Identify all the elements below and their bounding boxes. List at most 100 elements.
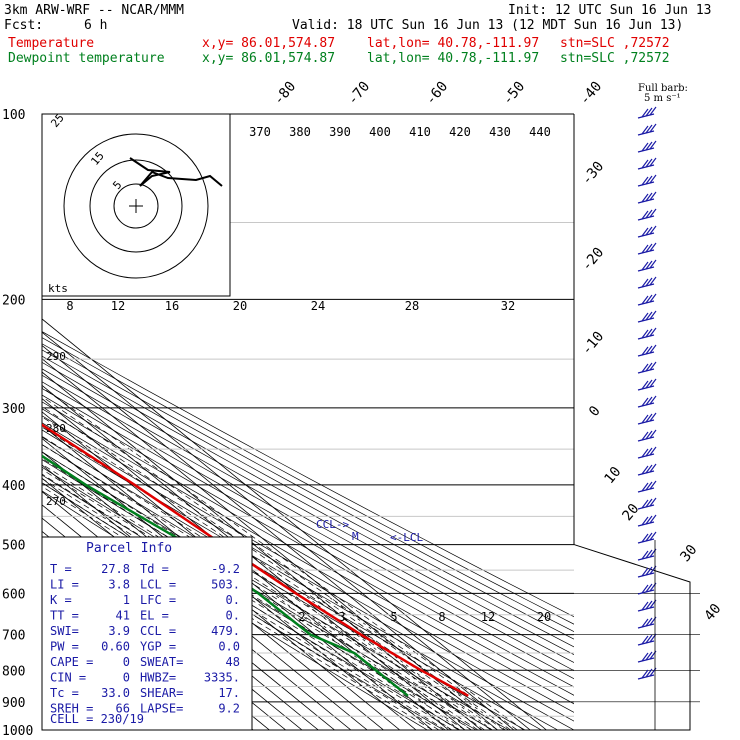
hodograph-trace	[129, 157, 223, 187]
theta-label: 410	[409, 125, 431, 139]
isotherm-line	[42, 371, 482, 730]
hodograph-speed-label: 28	[405, 299, 419, 313]
theta-label: 380	[289, 125, 311, 139]
wind-barb-feather	[649, 174, 657, 184]
mixing-ratio-label: 5	[390, 610, 397, 624]
theta-label: 420	[449, 125, 471, 139]
dewpoint-station: stn=SLC ,72572	[560, 51, 670, 66]
parcel-key: Tc =	[50, 686, 79, 700]
parcel-cell: CELL = 230/19	[50, 712, 144, 726]
wind-barb-feather	[641, 499, 649, 509]
wind-barb-feather	[645, 124, 653, 134]
parcel-value: 41	[116, 609, 130, 623]
pressure-label: 700	[2, 629, 25, 644]
parcel-key: SWI=	[50, 624, 79, 638]
pressure-label: 900	[2, 696, 25, 711]
temperature-latlon: lat,lon= 40.78,-111.97	[367, 36, 540, 51]
wind-barb-feather	[649, 463, 657, 473]
m-label: M	[352, 530, 359, 543]
parcel-key: LI =	[50, 578, 79, 592]
isotherm-label: -20	[579, 245, 608, 275]
wind-barb-feather	[641, 210, 649, 220]
model-title: 3km ARW-WRF -- NCAR/MMM	[4, 3, 185, 18]
mixing-ratio-line	[280, 593, 460, 730]
wind-barb-feather	[649, 259, 657, 269]
hodograph-dir-label: 270	[46, 495, 66, 508]
dewpoint-xy: x,y= 86.01,574.87	[202, 51, 336, 66]
isotherm-line	[42, 424, 417, 730]
wind-barb-feather	[645, 345, 653, 355]
wind-barb-feather	[645, 583, 653, 593]
moist-adiabat	[42, 473, 453, 730]
isotherm-line	[42, 344, 515, 730]
wind-barb-feather	[641, 482, 649, 492]
parcel-value: 0	[123, 655, 130, 669]
wind-barb-feather	[641, 465, 649, 475]
wind-barb-feather	[641, 397, 649, 407]
hodograph-speed-label: 32	[501, 299, 515, 313]
wind-barb-feather	[645, 294, 653, 304]
mixing-ratio-label: 12	[481, 610, 495, 624]
isotherm-label: -80	[271, 79, 300, 109]
wind-barb-feather	[645, 634, 653, 644]
wind-barb-feather	[649, 242, 657, 252]
wind-barb-feather	[649, 480, 657, 490]
isotherm-label: 10	[601, 464, 624, 487]
wind-barb-feather	[649, 310, 657, 320]
wind-barb-feather	[641, 312, 649, 322]
wind-barb-feather	[645, 498, 653, 508]
parcel-key: LCL =	[140, 578, 176, 592]
isotherm-line	[42, 398, 449, 730]
wind-barb-feather	[645, 311, 653, 321]
wind-barb-feather	[645, 481, 653, 491]
wind-barb-feather	[641, 176, 649, 186]
pressure-label: 500	[2, 539, 25, 554]
wind-barb-feather	[649, 429, 657, 439]
wind-barb-feather	[645, 549, 653, 559]
mixing-ratio-label: 3	[338, 610, 345, 624]
wind-barb-feather	[641, 601, 649, 611]
wind-barb-feather	[645, 515, 653, 525]
isotherm-line	[42, 358, 498, 730]
hodograph-speed-label: 16	[165, 299, 179, 313]
wind-barb-feather	[649, 123, 657, 133]
parcel-value: 0.	[226, 609, 240, 623]
wind-barb-feather	[645, 192, 653, 202]
fcst-value: 6 h	[84, 18, 108, 33]
wind-barb-feather	[649, 361, 657, 371]
wind-barb-feather	[641, 329, 649, 339]
mixing-ratio-label: 20	[537, 610, 551, 624]
wind-barb-feather	[641, 533, 649, 543]
wind-barb-feather	[645, 379, 653, 389]
pressure-label: 200	[2, 293, 25, 308]
parcel-key: CIN =	[50, 671, 86, 685]
parcel-value: 479.	[211, 624, 240, 638]
parcel-value: 33.0	[101, 686, 130, 700]
dewpoint-trace	[42, 454, 409, 697]
parcel-info-box	[41, 536, 253, 731]
parcel-info-title: Parcel Info	[86, 541, 172, 556]
parcel-value: 66	[116, 702, 130, 716]
wind-barb-feather	[641, 346, 649, 356]
barb-unit: 5 m s⁻¹	[644, 93, 681, 104]
hodograph-speed-label: 24	[311, 299, 325, 313]
pressure-label: 1000	[2, 724, 33, 739]
dewpoint-legend: Dewpoint temperature	[8, 51, 165, 66]
wind-barb-feather	[641, 363, 649, 373]
parcel-value: 0	[123, 671, 130, 685]
temperature-station: stn=SLC ,72572	[560, 36, 670, 51]
parcel-value: 0.	[226, 593, 240, 607]
moist-adiabat	[42, 482, 440, 730]
isotherm-label: 30	[677, 542, 700, 565]
hodograph-dir-label: 290	[46, 350, 66, 363]
wind-barb-feather	[649, 191, 657, 201]
parcel-key: LFC =	[140, 593, 176, 607]
parcel-value: 9.2	[218, 702, 240, 716]
pressure-label: 800	[2, 664, 25, 679]
parcel-value: 1	[123, 593, 130, 607]
wind-barb-feather	[649, 531, 657, 541]
wind-barb-feather	[645, 226, 653, 236]
isotherm-label: -60	[423, 79, 452, 109]
hodograph-speed-label: 20	[233, 299, 247, 313]
